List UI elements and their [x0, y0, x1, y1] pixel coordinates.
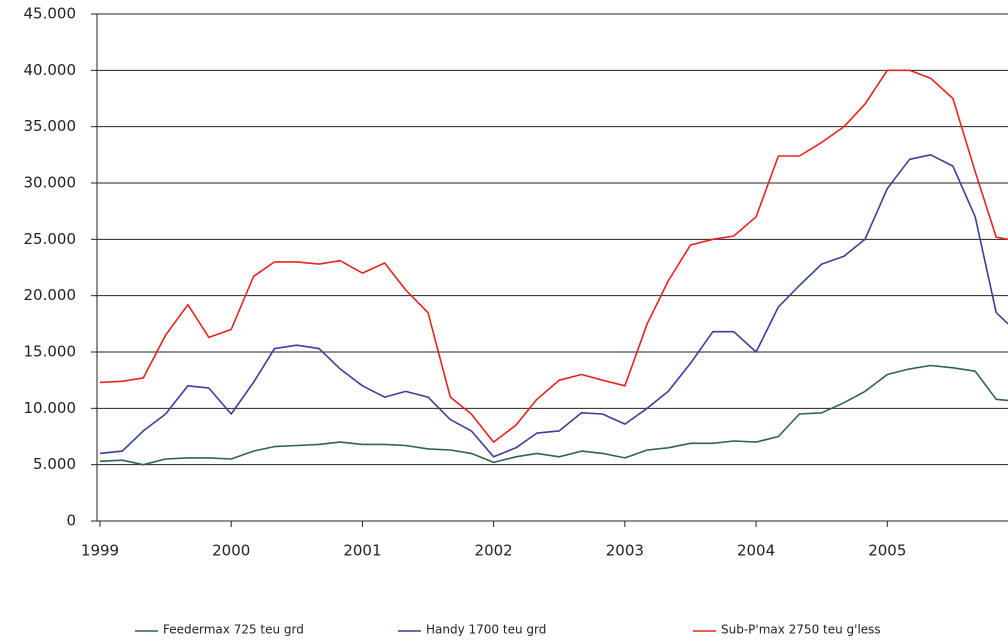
x-tick-label: 1999: [81, 542, 119, 560]
legend-label: Handy 1700 teu grd: [426, 623, 546, 637]
x-tick-label: 2001: [343, 542, 381, 560]
y-tick-label: 45.000: [24, 5, 77, 23]
x-tick-label: 2005: [868, 542, 906, 560]
x-tick-label: 2002: [475, 542, 513, 560]
series-line: [99, 154, 1008, 458]
y-tick-label: 0: [66, 512, 76, 530]
y-tick-label: 35.000: [24, 117, 77, 135]
y-tick-label: 5.000: [33, 455, 76, 473]
legend-label: Sub-P'max 2750 teu g'less: [721, 623, 881, 637]
y-tick-label: 20.000: [24, 286, 77, 304]
x-tick-label: 2003: [606, 542, 644, 560]
series-line: [99, 364, 1008, 466]
series-line: [99, 69, 1008, 443]
legend-label: Feedermax 725 teu grd: [163, 623, 304, 637]
y-tick-label: 40.000: [24, 61, 77, 79]
y-tick-label: 30.000: [24, 174, 77, 192]
y-tick-label: 15.000: [24, 343, 77, 361]
x-tick-label: 2004: [737, 542, 775, 560]
legend: Feedermax 725 teu grd Handy 1700 teu grd S…: [135, 623, 881, 637]
x-tick-label: 2000: [212, 542, 250, 560]
y-tick-label: 10.000: [24, 399, 77, 417]
y-tick-label: 25.000: [24, 230, 77, 248]
